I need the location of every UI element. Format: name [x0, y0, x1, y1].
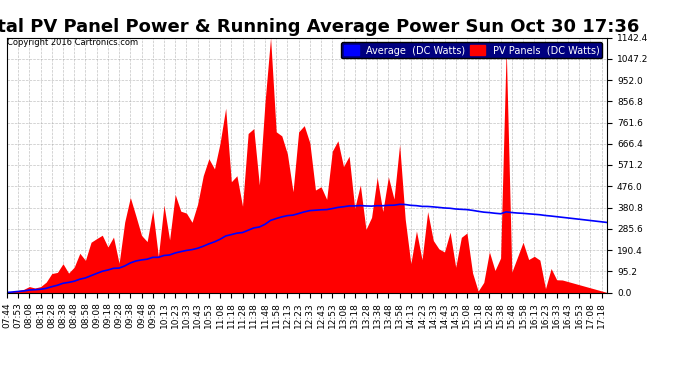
Title: Total PV Panel Power & Running Average Power Sun Oct 30 17:36: Total PV Panel Power & Running Average P…	[0, 18, 639, 36]
Legend: Average  (DC Watts), PV Panels  (DC Watts): Average (DC Watts), PV Panels (DC Watts)	[341, 42, 602, 58]
Text: Copyright 2016 Cartronics.com: Copyright 2016 Cartronics.com	[7, 38, 138, 47]
